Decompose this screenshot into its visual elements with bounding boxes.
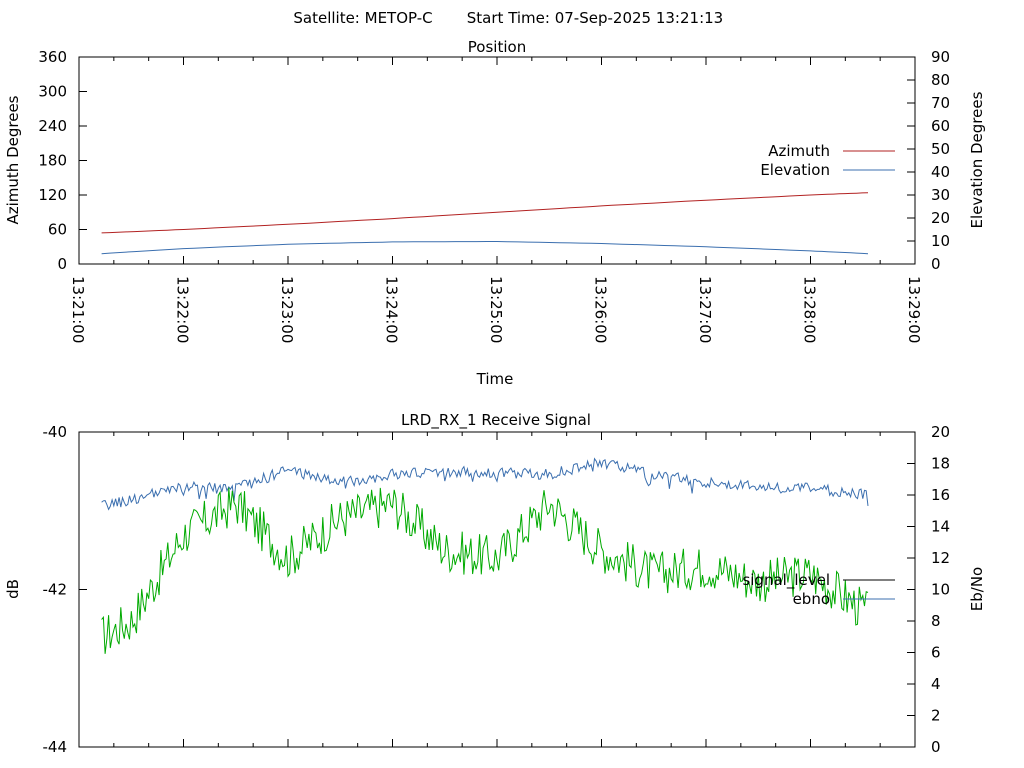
- xtick-label: 13:24:00: [383, 276, 401, 343]
- xtick-label: 13:23:00: [278, 276, 296, 343]
- position-axes: 0 60 120 180 240 300 360 0 10 20 30 40 50 60 70 80 90 13:…: [38, 48, 950, 343]
- ytick-label: 300: [38, 83, 67, 101]
- y2tick-label: 70: [931, 94, 950, 112]
- satellite-label: Satellite: METOP-C: [293, 9, 432, 27]
- xtick-label: 13:21:00: [69, 276, 87, 343]
- signal-ylabel: dB: [4, 579, 22, 599]
- ytick-label: 240: [38, 117, 67, 135]
- xtick-label: 13:28:00: [801, 276, 819, 343]
- position-xlabel: Time: [476, 370, 514, 388]
- start-time-label: Start Time: 07-Sep-2025 13:21:13: [467, 9, 723, 27]
- ytick-label: 120: [38, 186, 67, 204]
- y2tick-label: 4: [931, 675, 941, 693]
- y2tick-label: 0: [931, 738, 941, 756]
- ytick-label: -44: [43, 738, 68, 756]
- position-chart: Position Azimuth Degrees Elevation Degre…: [4, 38, 986, 388]
- y2tick-label: 2: [931, 707, 941, 725]
- y2tick-label: 20: [931, 209, 950, 227]
- series-line-azimuth: [101, 192, 869, 234]
- series-line-elevation: [101, 241, 869, 255]
- ytick-label: 60: [48, 221, 67, 239]
- xtick-label: 13:22:00: [174, 276, 192, 343]
- xtick-label: 13:26:00: [592, 276, 610, 343]
- y2tick-label: 10: [931, 232, 950, 250]
- signal-chart: LRD_RX_1 Receive Signal dB Eb/No -44-42-…: [4, 411, 986, 756]
- position-chart-title: Position: [468, 38, 526, 56]
- y2tick-label: 6: [931, 644, 941, 662]
- y2tick-label: 8: [931, 612, 941, 630]
- xtick-label: 13:27:00: [696, 276, 714, 343]
- ytick-label: 0: [57, 255, 67, 273]
- y2tick-label: 80: [931, 71, 950, 89]
- legend-label: Azimuth: [768, 142, 830, 160]
- signal-series: [101, 457, 869, 654]
- y2tick-label: 50: [931, 140, 950, 158]
- y2tick-label: 0: [931, 255, 941, 273]
- ytick-label: 180: [38, 152, 67, 170]
- legend-label: Elevation: [760, 161, 830, 179]
- y2tick-label: 10: [931, 581, 950, 599]
- y2tick-label: 40: [931, 163, 950, 181]
- signal-chart-title: LRD_RX_1 Receive Signal: [401, 411, 591, 430]
- xtick-label: 13:25:00: [487, 276, 505, 343]
- signal-y2label: Eb/No: [968, 567, 986, 611]
- position-ylabel: Azimuth Degrees: [4, 95, 22, 224]
- position-y2label: Elevation Degrees: [968, 91, 986, 228]
- y2tick-label: 20: [931, 423, 950, 441]
- y2tick-label: 12: [931, 549, 950, 567]
- signal-axes: -44 -42 -40 0 2 4 6 8 10 12 14 16 18 20: [43, 423, 951, 756]
- legend-label: ebno: [793, 590, 830, 608]
- xtick-label: 13:29:00: [905, 276, 923, 343]
- position-series: [101, 192, 869, 255]
- ytick-label: -42: [43, 581, 68, 599]
- series-line-signal-level: [101, 487, 869, 654]
- legend-label: signal_level: [742, 571, 830, 590]
- y2tick-label: 30: [931, 186, 950, 204]
- series-line-ebno: [101, 457, 869, 511]
- y2tick-label: 18: [931, 455, 950, 473]
- y2tick-label: 90: [931, 48, 950, 66]
- y2tick-label: 16: [931, 486, 950, 504]
- ytick-label: 360: [38, 48, 67, 66]
- y2tick-label: 60: [931, 117, 950, 135]
- ytick-label: -40: [43, 423, 68, 441]
- y2tick-label: 14: [931, 518, 950, 536]
